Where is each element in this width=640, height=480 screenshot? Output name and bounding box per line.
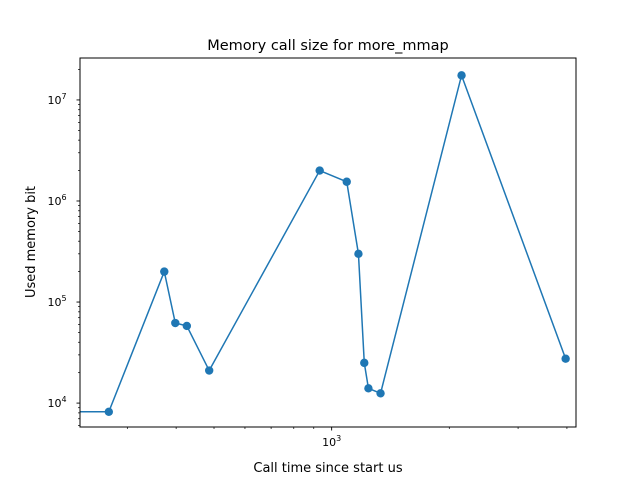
x-axis-label: Call time since start us <box>253 461 402 476</box>
data-point <box>104 407 114 416</box>
data-point <box>360 358 369 368</box>
data-point <box>204 366 214 375</box>
data-point <box>315 166 324 175</box>
x-tick-label: 103 <box>322 434 341 449</box>
y-axis: 104 105 106 107 <box>47 69 80 426</box>
chart-title: Memory call size for more_mmap <box>207 38 449 54</box>
plot-area-frame <box>79 57 577 428</box>
plot-series <box>80 71 570 416</box>
data-point <box>160 267 169 276</box>
y-tick-label: 106 <box>47 193 66 208</box>
data-point <box>342 177 351 186</box>
data-point <box>364 384 373 393</box>
y-tick-label: 104 <box>47 395 66 410</box>
data-point <box>171 318 180 328</box>
y-tick-label: 107 <box>47 92 66 107</box>
data-point <box>182 321 192 331</box>
data-point <box>354 249 363 259</box>
data-point <box>457 71 466 80</box>
data-point <box>376 389 385 398</box>
y-axis-label: Used memory bit <box>24 186 39 298</box>
y-tick-label: 105 <box>47 294 66 309</box>
data-point <box>561 354 570 363</box>
x-axis: 103 <box>126 427 568 449</box>
